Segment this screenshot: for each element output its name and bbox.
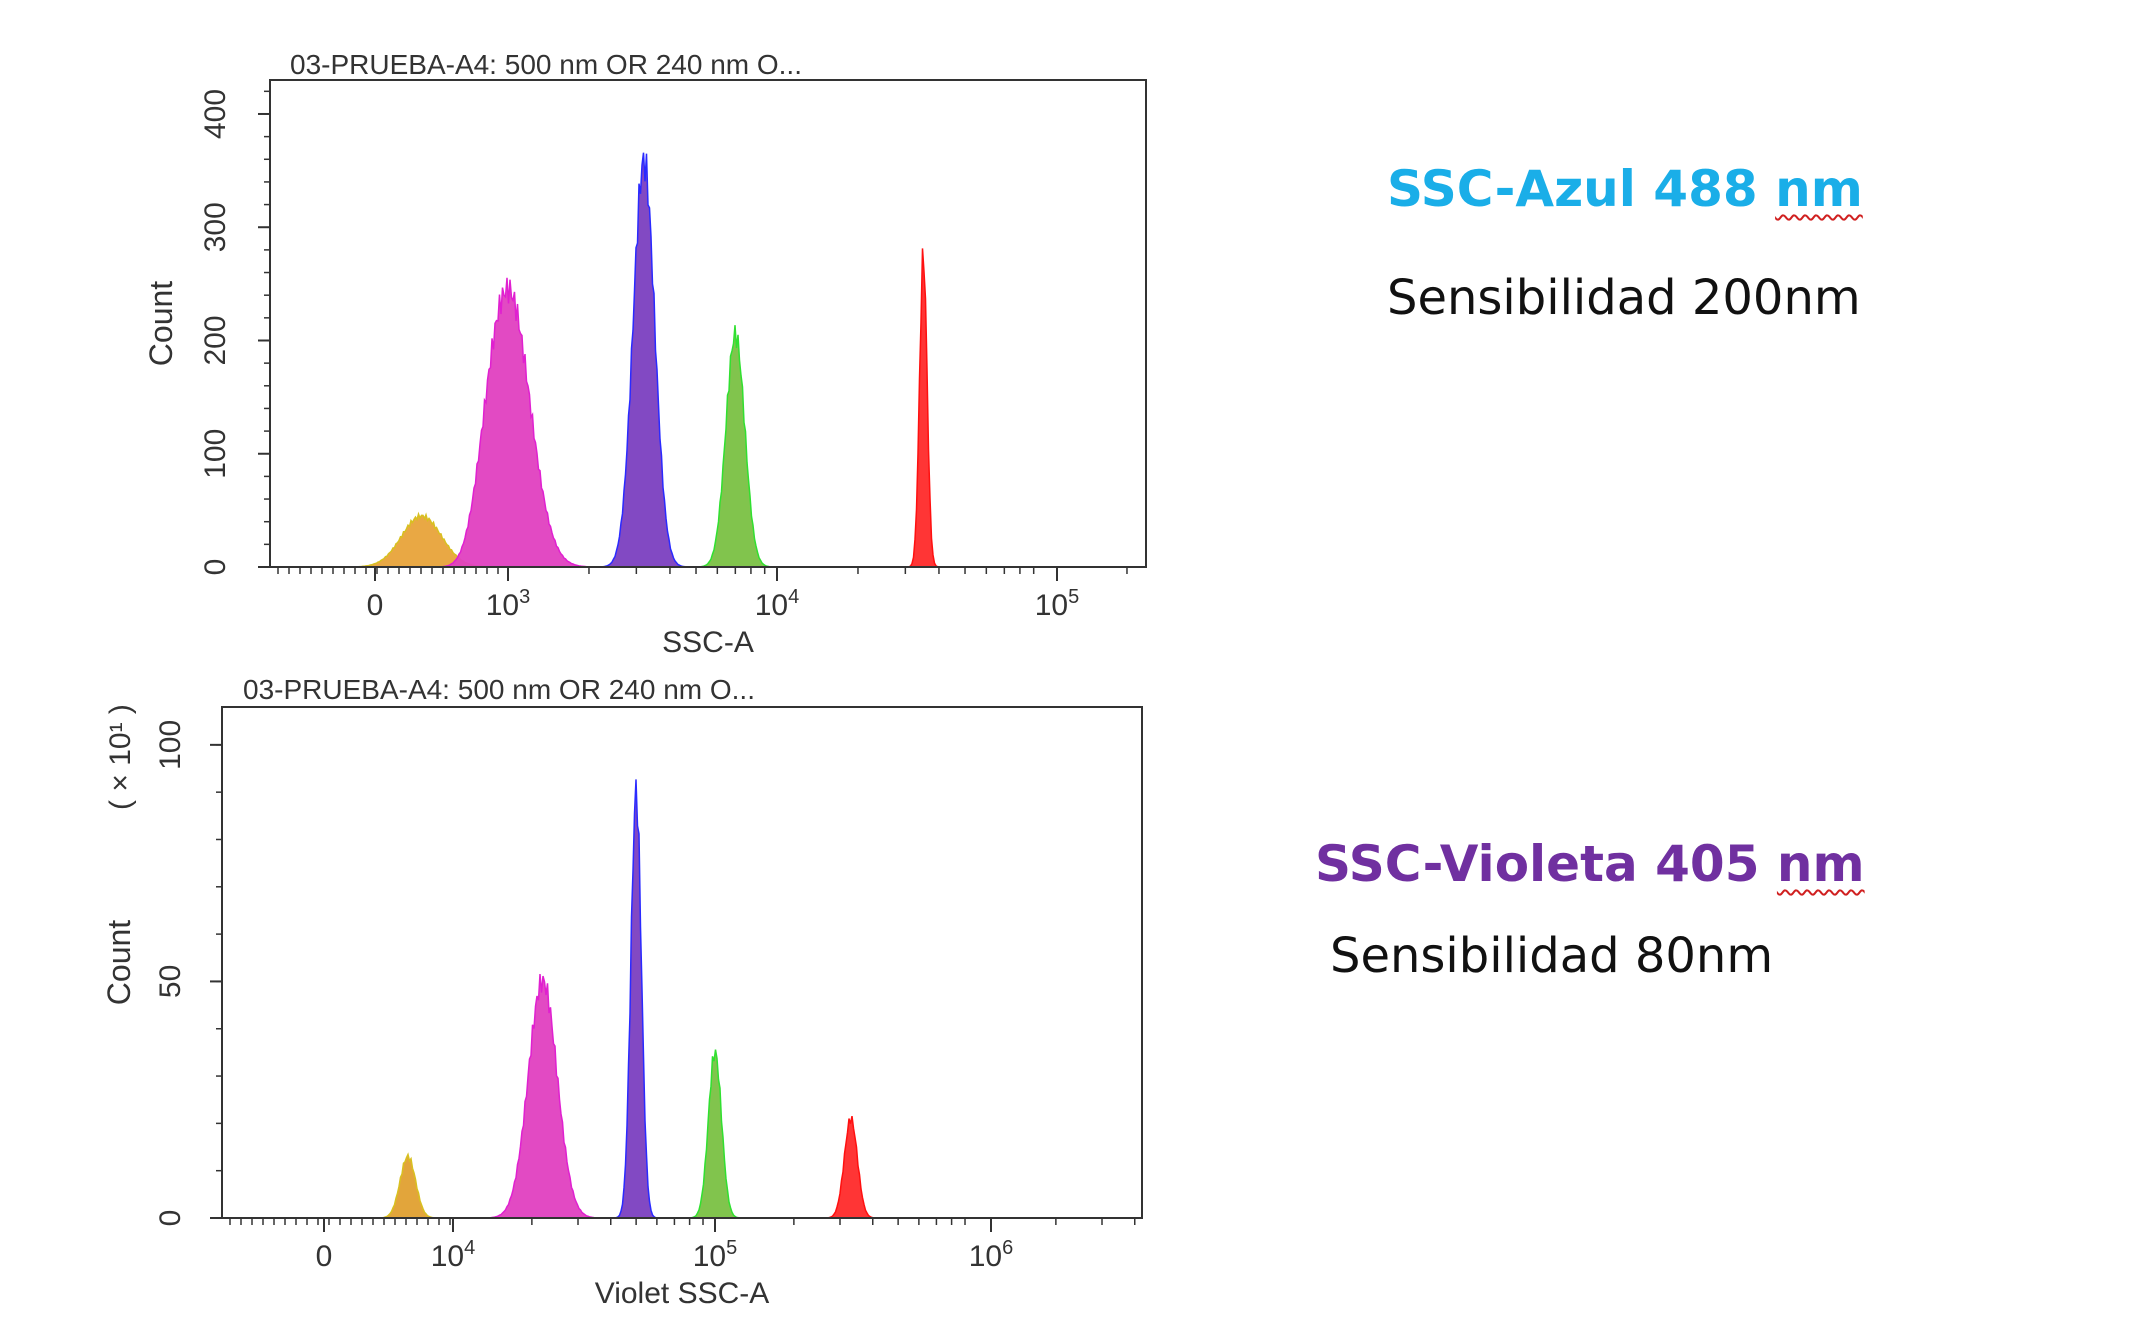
- x-tick-base: 10: [486, 589, 519, 622]
- violet-laser-title: SSC-Violeta 405: [1315, 835, 1777, 893]
- x-tick-base: 10: [431, 1240, 464, 1273]
- x-axis-label: SSC-A: [662, 626, 754, 659]
- x-tick-base: 10: [693, 1240, 726, 1273]
- blue-laser-label: SSC-Azul 488 nm: [1387, 160, 1863, 218]
- histogram-peak-3: [270, 152, 1146, 568]
- x-tick-label: 103: [486, 586, 531, 622]
- y-tick-label: 50: [154, 965, 187, 998]
- x-tick-exponent: 4: [788, 586, 799, 608]
- violet-laser-label: SSC-Violeta 405 nm: [1315, 835, 1865, 893]
- x-tick-label: 104: [755, 586, 800, 622]
- histogram-peak-4: [270, 325, 1146, 568]
- y-tick-label: 100: [199, 429, 232, 479]
- x-tick-base: 10: [969, 1240, 1002, 1273]
- x-tick-label: 104: [431, 1237, 476, 1273]
- chart-title: 03-PRUEBA-A4: 500 nm OR 240 nm O...: [243, 674, 755, 705]
- blue-laser-title: SSC-Azul 488: [1387, 160, 1776, 218]
- y-tick-label: 0: [154, 1210, 187, 1227]
- plot-frame: [221, 706, 1143, 1219]
- y-tick-label: 400: [199, 89, 232, 139]
- plot-frame: [269, 79, 1147, 568]
- x-axis-label: Violet SSC-A: [595, 1277, 770, 1310]
- y-axis-multiplier: ( × 10¹ ): [104, 704, 137, 810]
- chart-2: 03-PRUEBA-A4: 500 nm OR 240 nm O...0 104 1…: [101, 674, 1143, 1310]
- x-tick-label: 105: [1035, 586, 1080, 622]
- y-axis-label: Count: [143, 281, 179, 367]
- y-tick-label: 100: [154, 720, 187, 770]
- histogram-peak-5: [270, 248, 1146, 568]
- blue-laser-unit: nm: [1775, 160, 1863, 218]
- x-tick-exponent: 5: [726, 1237, 737, 1259]
- x-tick-label: 0: [367, 589, 384, 622]
- x-tick-exponent: 3: [519, 586, 530, 608]
- x-tick-label: 0: [316, 1240, 333, 1273]
- histogram-peak-5: [222, 1115, 1142, 1219]
- x-tick-label: 105: [693, 1237, 738, 1273]
- x-tick-base: 10: [1035, 589, 1068, 622]
- histogram-peak-1: [222, 1152, 1142, 1219]
- violet-sensitivity: Sensibilidad 80nm: [1330, 928, 1774, 984]
- x-tick-exponent: 6: [1002, 1237, 1013, 1259]
- histogram-peak-3: [222, 779, 1142, 1219]
- y-tick-label: 300: [199, 202, 232, 252]
- x-tick-exponent: 5: [1068, 586, 1079, 608]
- chart-title: 03-PRUEBA-A4: 500 nm OR 240 nm O...: [290, 49, 802, 80]
- x-tick-label: 106: [969, 1237, 1014, 1273]
- histogram-peak-2: [270, 277, 1146, 568]
- y-tick-label: 0: [199, 559, 232, 576]
- violet-laser-unit: nm: [1776, 835, 1865, 893]
- y-axis-label: Count: [101, 920, 137, 1006]
- chart-1: 03-PRUEBA-A4: 500 nm OR 240 nm O...0 103 1…: [143, 49, 1147, 659]
- histogram-peak-2: [222, 973, 1142, 1219]
- y-tick-label: 200: [199, 315, 232, 365]
- x-tick-base: 10: [755, 589, 788, 622]
- histogram-peak-1: [270, 511, 1146, 568]
- x-tick-exponent: 4: [464, 1237, 475, 1259]
- blue-sensitivity: Sensibilidad 200nm: [1387, 270, 1861, 326]
- histogram-peak-4: [222, 1049, 1142, 1219]
